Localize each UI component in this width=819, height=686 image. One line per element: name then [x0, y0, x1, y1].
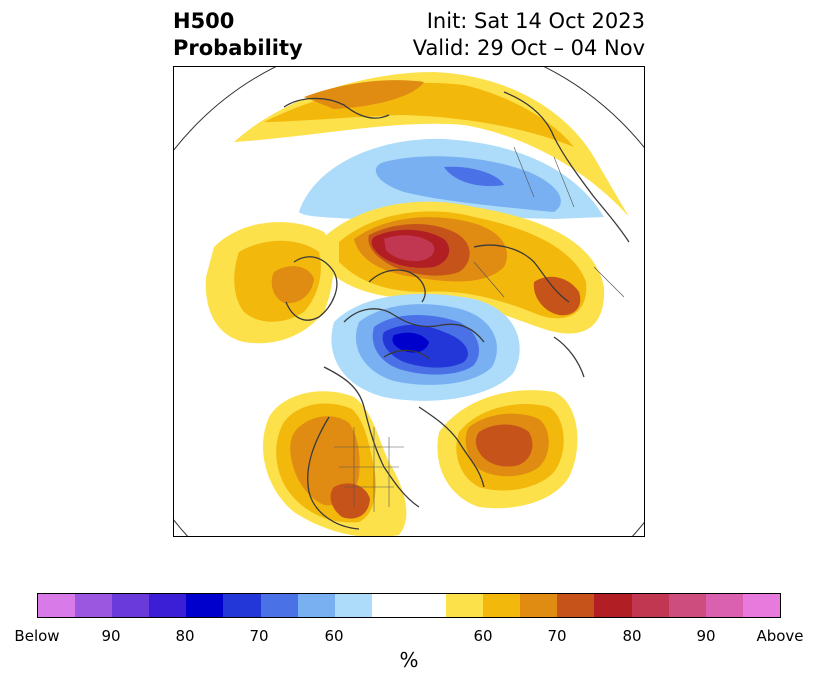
colorbar-segment [557, 594, 595, 617]
title-type: Probability [173, 36, 303, 60]
probability-map [174, 67, 644, 536]
colorbar-segment [705, 594, 743, 617]
init-date: Init: Sat 14 Oct 2023 [426, 9, 645, 33]
colorbar-segment [112, 594, 150, 617]
colorbar [37, 593, 781, 618]
chart-dates: Init: Sat 14 Oct 2023 Valid: 29 Oct – 04… [413, 8, 645, 62]
above-anomaly-north-america [263, 391, 407, 536]
colorbar-segment [149, 594, 187, 617]
colorbar-neutral [371, 594, 447, 617]
chart-title: H500 Probability [173, 8, 303, 62]
below-anomaly-north-band [299, 138, 604, 219]
colorbar-segment [668, 594, 706, 617]
title-variable: H500 [173, 9, 235, 33]
colorbar-segment [260, 594, 298, 617]
colorbar-segment [186, 594, 224, 617]
map-panel [173, 66, 645, 537]
valid-range: Valid: 29 Oct – 04 Nov [412, 36, 645, 60]
political-borders [334, 146, 625, 512]
colorbar-tick-label: Below [14, 627, 60, 645]
colorbar-segment [594, 594, 632, 617]
below-anomaly-canada [331, 293, 520, 401]
colorbar-segment [297, 594, 335, 617]
colorbar-tick-label: 70 [547, 627, 567, 645]
colorbar-tick-label: 80 [175, 627, 195, 645]
colorbar-segment [742, 594, 780, 617]
colorbar-tick-label: 90 [696, 627, 716, 645]
coastlines [283, 91, 630, 530]
colorbar-segment [38, 594, 76, 617]
colorbar-tick-label: 90 [101, 627, 121, 645]
colorbar-segment [75, 594, 113, 617]
colorbar-segment [334, 594, 372, 617]
colorbar-unit: % [399, 648, 419, 672]
colorbar-tick-label: 60 [473, 627, 493, 645]
colorbar-segment [446, 594, 484, 617]
colorbar-segment [223, 594, 261, 617]
above-anomaly-north-pacific [205, 222, 334, 344]
colorbar-tick-label: Above [756, 627, 804, 645]
colorbar-tick-label: 60 [324, 627, 344, 645]
colorbar-segment [631, 594, 669, 617]
above-anomaly-north-atlantic [437, 390, 578, 509]
above-anomaly-arctic-eurasia [324, 201, 605, 334]
above-anomaly-north-asia [234, 72, 629, 217]
colorbar-segment [520, 594, 558, 617]
colorbar-tick-label: 70 [249, 627, 269, 645]
colorbar-segment [483, 594, 521, 617]
colorbar-tick-label: 80 [622, 627, 642, 645]
